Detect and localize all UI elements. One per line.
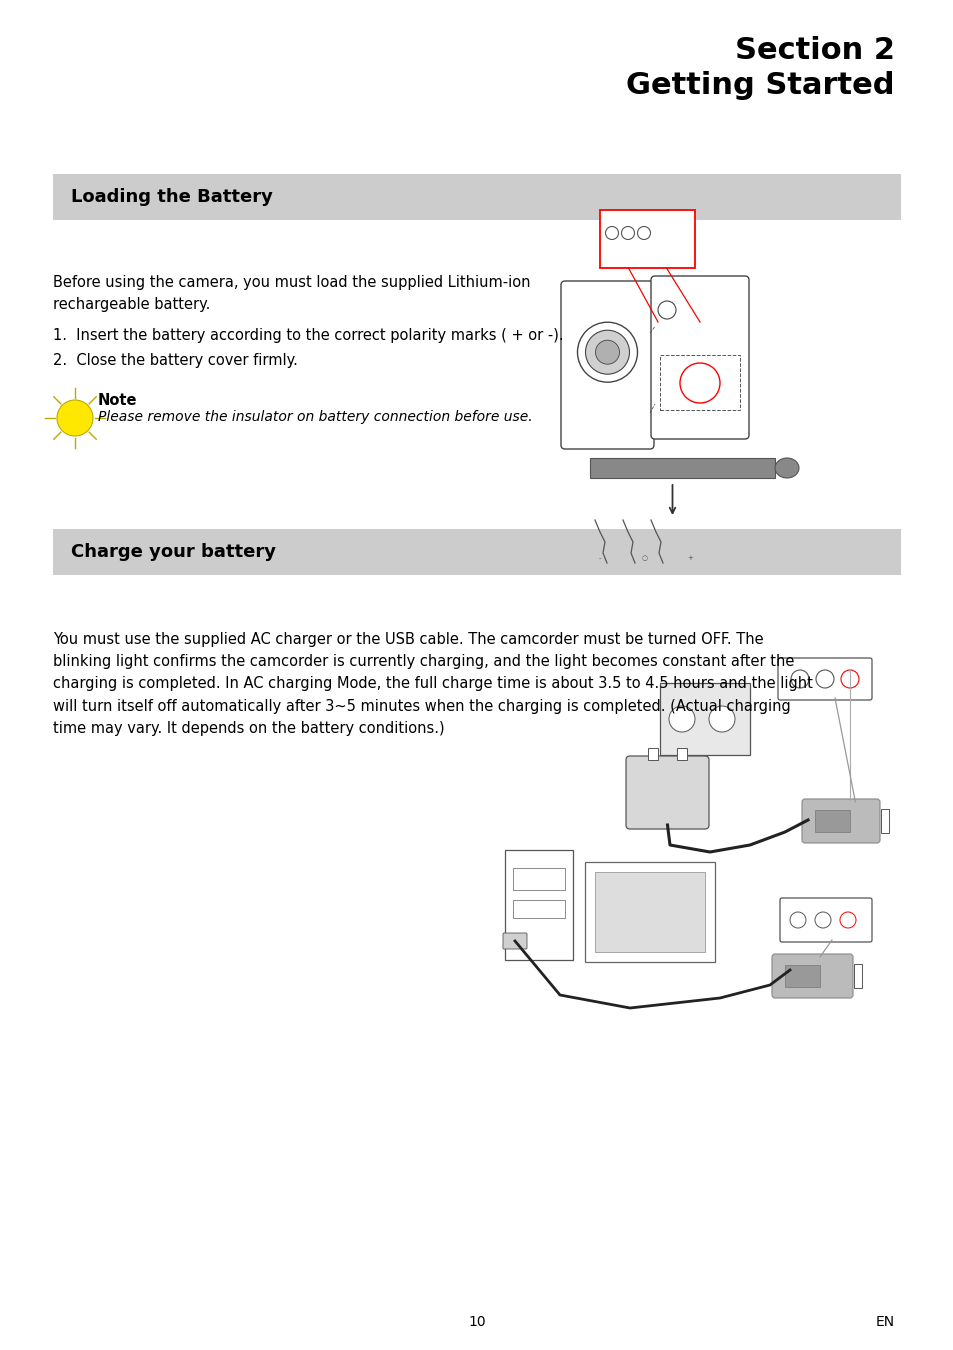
Circle shape bbox=[668, 706, 695, 732]
Circle shape bbox=[814, 913, 830, 927]
Circle shape bbox=[585, 331, 629, 374]
Text: EN: EN bbox=[875, 1315, 894, 1328]
Circle shape bbox=[638, 551, 651, 566]
Text: Before using the camera, you must load the supplied Lithium-ion
rechargeable bat: Before using the camera, you must load t… bbox=[53, 275, 530, 312]
Circle shape bbox=[789, 913, 805, 927]
Text: 1.  Insert the battery according to the correct polarity marks ( + or -).: 1. Insert the battery according to the c… bbox=[53, 328, 563, 343]
Text: Loading the Battery: Loading the Battery bbox=[71, 188, 273, 207]
Circle shape bbox=[790, 670, 808, 688]
Circle shape bbox=[620, 227, 634, 239]
Ellipse shape bbox=[774, 458, 799, 478]
Circle shape bbox=[593, 551, 606, 566]
Circle shape bbox=[815, 670, 833, 688]
Text: Getting Started: Getting Started bbox=[626, 72, 894, 100]
Circle shape bbox=[708, 706, 734, 732]
Bar bbox=[814, 810, 849, 832]
Bar bbox=[853, 964, 862, 988]
Circle shape bbox=[577, 323, 637, 382]
FancyBboxPatch shape bbox=[560, 281, 654, 450]
Bar bbox=[647, 748, 658, 760]
FancyBboxPatch shape bbox=[771, 954, 852, 998]
Bar bbox=[677, 748, 686, 760]
Text: ○: ○ bbox=[641, 555, 647, 562]
Circle shape bbox=[682, 551, 697, 566]
Bar bbox=[880, 809, 888, 833]
Circle shape bbox=[658, 301, 676, 319]
FancyBboxPatch shape bbox=[778, 657, 871, 701]
Bar bbox=[659, 683, 749, 755]
Text: Section 2: Section 2 bbox=[734, 36, 894, 65]
Bar bbox=[584, 863, 714, 963]
Bar bbox=[589, 458, 774, 478]
Text: 2.  Close the battery cover firmly.: 2. Close the battery cover firmly. bbox=[53, 352, 297, 369]
Circle shape bbox=[637, 227, 650, 239]
Bar bbox=[599, 211, 695, 269]
Text: +: + bbox=[686, 555, 692, 562]
Bar bbox=[504, 850, 573, 960]
Bar bbox=[784, 965, 820, 987]
FancyBboxPatch shape bbox=[780, 898, 871, 942]
Bar bbox=[513, 900, 564, 918]
FancyBboxPatch shape bbox=[502, 933, 526, 949]
Text: You must use the supplied AC charger or the USB cable. The camcorder must be tur: You must use the supplied AC charger or … bbox=[53, 632, 812, 736]
Circle shape bbox=[841, 670, 858, 688]
Text: Charge your battery: Charge your battery bbox=[71, 543, 275, 562]
Bar bbox=[595, 872, 704, 952]
Bar bbox=[659, 355, 740, 410]
Text: 10: 10 bbox=[468, 1315, 485, 1328]
Circle shape bbox=[840, 913, 855, 927]
Text: Please remove the insulator on battery connection before use.: Please remove the insulator on battery c… bbox=[98, 410, 532, 424]
Bar bbox=[513, 868, 564, 890]
Bar bbox=[572, 544, 731, 572]
FancyBboxPatch shape bbox=[625, 756, 708, 829]
Text: -: - bbox=[598, 555, 600, 562]
Bar bbox=[53, 174, 900, 220]
Circle shape bbox=[605, 227, 618, 239]
FancyBboxPatch shape bbox=[650, 275, 748, 439]
Bar bbox=[53, 529, 900, 575]
Text: Note: Note bbox=[98, 393, 137, 408]
FancyBboxPatch shape bbox=[801, 799, 879, 842]
Circle shape bbox=[57, 400, 92, 436]
Circle shape bbox=[595, 340, 618, 364]
